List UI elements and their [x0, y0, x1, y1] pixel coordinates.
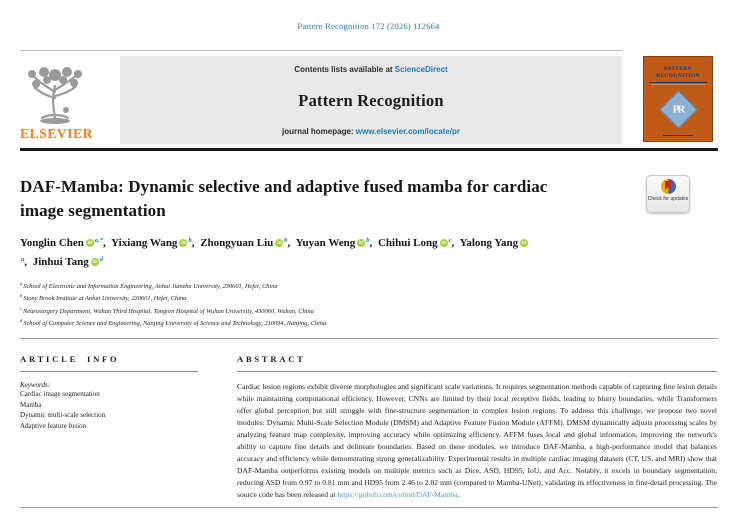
author-separator: ,	[24, 255, 27, 268]
homepage-prefix: journal homepage:	[282, 127, 356, 136]
elsevier-wordmark: ELSEVIER	[20, 126, 94, 141]
author: Chihui Long iD c,	[378, 237, 457, 249]
author-sup: b	[284, 236, 288, 244]
author-sup: b	[366, 236, 370, 244]
author-name: Jinhui Tang	[32, 255, 89, 268]
keyword-item: Adaptive feature fusion	[20, 421, 87, 430]
affiliation: dSchool of Computer Science and Engineer…	[20, 317, 717, 329]
check-updates-label: Check for updates	[647, 196, 689, 202]
author-name: Yuyan Weng	[295, 236, 356, 249]
abstract-body-text: Cardiac lesion regions exhibit diverse m…	[237, 382, 717, 499]
author-sup: b	[188, 236, 192, 244]
orcid-icon[interactable]: iD	[275, 238, 284, 247]
abstract-rule	[237, 371, 717, 373]
elsevier-tree-icon	[28, 67, 82, 124]
author-sup: a	[21, 255, 25, 263]
journal-reference: Pattern Recognition 172 (2026) 112664	[297, 21, 440, 31]
author: Yuyan Weng iD b,	[296, 237, 376, 249]
top-divider	[20, 50, 622, 51]
author: Jinhui Tang iD d	[33, 256, 106, 268]
contents-prefix: Contents lists available at	[294, 65, 395, 74]
affiliation: bStony Brook Institute at Anhui Universi…	[20, 292, 717, 304]
author: Yalong Yang iDa,	[20, 236, 529, 268]
abstract-heading: ABSTRACT	[237, 354, 306, 365]
elsevier-logo[interactable]: ELSEVIER	[20, 56, 116, 144]
contents-line: Contents lists available at ScienceDirec…	[126, 65, 616, 74]
cover-rule-2	[651, 83, 705, 85]
homepage-line: journal homepage: www.elsevier.com/locat…	[126, 127, 616, 136]
section-divider	[20, 338, 718, 340]
keyword-item: Dynamic multi-scale selection	[20, 411, 106, 420]
title-row: DAF-Mamba: Dynamic selective and adaptiv…	[20, 175, 717, 223]
cover-rule	[649, 81, 707, 83]
orcid-icon[interactable]: iD	[520, 238, 529, 247]
abstract-text: Cardiac lesion regions exhibit diverse m…	[237, 381, 717, 501]
abstract-period: .	[457, 489, 460, 499]
orcid-icon[interactable]: iD	[85, 238, 94, 247]
orcid-icon[interactable]: iD	[439, 238, 448, 247]
affiliation-text: School of Electronic and Information Eng…	[23, 283, 278, 291]
affiliation: aSchool of Electronic and Information En…	[20, 280, 717, 292]
journal-cover-thumbnail[interactable]: ▪ PATTERN RECOGNITION PR	[643, 56, 713, 142]
article-info-rule	[20, 371, 198, 373]
author: Zhongyuan Liu iD b,	[200, 237, 293, 249]
author-separator: ,	[103, 236, 106, 249]
keyword-item: Cardiac image segmentation	[20, 390, 100, 399]
author-name: Zhongyuan Liu	[200, 236, 274, 249]
author-name: Yonglin Chen	[20, 236, 84, 249]
author-sup: c	[448, 236, 452, 244]
orcid-icon[interactable]: iD	[90, 257, 99, 266]
journal-banner: ELSEVIER Contents lists available at Sci…	[20, 56, 717, 144]
affiliation-sup: c	[20, 305, 22, 311]
affiliation-text: Stony Brook Institute at Anhui Universit…	[23, 295, 187, 303]
author-name: Chihui Long	[377, 236, 438, 249]
check-updates-icon	[660, 179, 676, 194]
keywords-label: Keywords:	[20, 381, 51, 390]
cover-monogram: PR	[672, 103, 684, 116]
cover-diamond-logo: PR	[658, 90, 698, 129]
cover-bottom-rule	[663, 135, 693, 136]
affiliation-list: aSchool of Electronic and Information En…	[20, 280, 717, 329]
author: Yonglin Chen iD a,*,	[20, 237, 109, 249]
cover-title: PATTERN RECOGNITION	[656, 66, 700, 79]
orcid-icon[interactable]: iD	[179, 238, 188, 247]
cover-issue-text: ▪	[705, 60, 707, 64]
journal-title: Pattern Recognition	[298, 90, 444, 110]
bottom-divider	[20, 506, 718, 508]
author-name: Yixiang Wang	[111, 236, 178, 249]
source-code-link[interactable]: https://github.com/colinil/DAF-Mamba	[337, 489, 458, 499]
bookmark-icon	[665, 181, 671, 190]
author-separator: ,	[191, 236, 195, 249]
keyword-item: Mamba	[20, 400, 42, 409]
author-separator: ,	[287, 236, 291, 249]
check-for-updates-badge[interactable]: Check for updates	[646, 175, 690, 213]
orcid-icon[interactable]: iD	[357, 238, 366, 247]
sciencedirect-link[interactable]: ScienceDirect	[394, 65, 448, 74]
author-separator: ,	[369, 236, 373, 249]
affiliation-text: Neurosurgery Department, Wuhan Third Hos…	[23, 307, 314, 315]
author-separator: ,	[451, 236, 455, 249]
author-list: Yonglin Chen iD a,*, Yixiang Wang iD b, Zhon…	[20, 234, 532, 273]
paper-title: DAF-Mamba: Dynamic selective and adaptiv…	[20, 177, 548, 220]
homepage-link[interactable]: www.elsevier.com/locate/pr	[355, 127, 460, 136]
author-sup: a,*	[94, 236, 104, 244]
article-info-column: ARTICLE INFO Keywords: Cardiac image seg…	[20, 354, 215, 501]
affiliation-sup: a	[20, 281, 23, 287]
journal-masthead: Contents lists available at ScienceDirec…	[120, 56, 622, 144]
check-updates-badge-wrap: Check for updates	[646, 175, 690, 223]
author-sup: d	[99, 255, 103, 263]
abstract-column: ABSTRACT Cardiac lesion regions exhibit …	[237, 354, 717, 501]
info-abstract-columns: ARTICLE INFO Keywords: Cardiac image seg…	[20, 354, 717, 501]
affiliation-sup: b	[20, 293, 23, 299]
affiliation-sup: d	[20, 317, 23, 323]
banner-divider	[20, 148, 718, 151]
affiliation-text: School of Computer Science and Engineeri…	[23, 319, 327, 327]
affiliation: cNeurosurgery Department, Wuhan Third Ho…	[20, 305, 717, 317]
author: Yixiang Wang iD b,	[111, 237, 197, 249]
author-name: Yalong Yang	[459, 236, 519, 249]
article-info-heading: ARTICLE INFO	[20, 354, 120, 365]
